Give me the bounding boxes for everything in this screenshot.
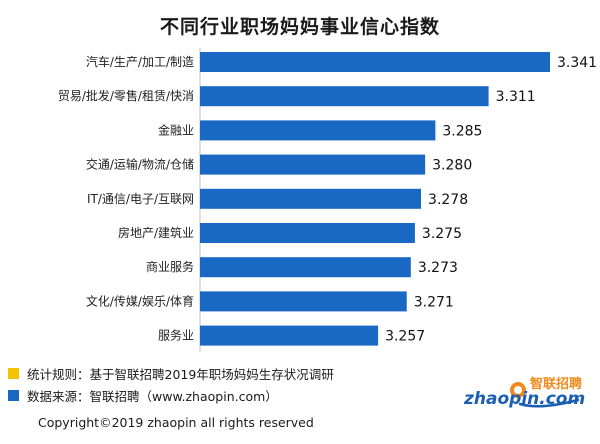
- bar-chart: 汽车/生产/加工/制造 3.341 贸易/批发/零售/租赁/快消 3.311 金融业 3.…: [58, 48, 597, 352]
- category-label: 交通/运输/物流/仓储: [86, 157, 194, 172]
- category-label: 服务业: [158, 328, 194, 343]
- zhaopin-logo: 智联招聘 zhaopin.com: [463, 376, 585, 409]
- category-label: 房地产/建筑业: [118, 225, 194, 240]
- yellow-square-icon: [8, 367, 19, 379]
- category-label: 文化/传媒/娱乐/体育: [86, 293, 194, 308]
- bar: [200, 325, 379, 346]
- value-label: 3.311: [496, 89, 536, 105]
- value-label: 3.273: [418, 260, 458, 276]
- svg-text:智联招聘: 智联招聘: [530, 376, 582, 392]
- category-label: 商业服务: [146, 259, 194, 274]
- bar: [200, 291, 407, 312]
- value-label: 3.275: [422, 226, 462, 242]
- logo-swoosh-icon: [510, 382, 580, 408]
- blue-square-icon: [8, 389, 19, 401]
- value-label: 3.341: [557, 55, 597, 71]
- bar: [200, 52, 550, 72]
- note-source-text: 数据来源：智联招聘（www.zhaopin.com）: [27, 388, 278, 404]
- value-label: 3.271: [414, 294, 454, 310]
- copyright-text: Copyright©2019 zhaopin all rights reserv…: [38, 415, 314, 430]
- bar: [200, 154, 426, 175]
- category-label: 贸易/批发/零售/租赁/快消: [58, 88, 194, 103]
- value-label: 3.280: [432, 158, 472, 174]
- category-label: 汽车/生产/加工/制造: [86, 54, 194, 69]
- note-source: 数据来源：智联招聘（www.zhaopin.com）: [8, 384, 334, 406]
- bar: [200, 223, 415, 243]
- note-rule: 统计规则：基于智联招聘2019年职场妈妈生存状况调研: [8, 362, 334, 384]
- bar: [200, 188, 422, 209]
- bar: [200, 86, 489, 107]
- svg-text:zhaopin.com: zhaopin.com: [463, 389, 585, 409]
- value-label: 3.278: [428, 192, 468, 208]
- category-label: 金融业: [158, 122, 194, 137]
- value-label: 3.285: [442, 123, 482, 139]
- chart-title: 不同行业职场妈妈事业信心指数: [159, 16, 440, 38]
- bar: [200, 120, 436, 141]
- bar: [200, 257, 411, 278]
- value-label: 3.257: [385, 329, 425, 345]
- category-label: IT/通信/电子/互联网: [87, 192, 194, 206]
- note-rule-text: 统计规则：基于智联招聘2019年职场妈妈生存状况调研: [27, 366, 334, 382]
- chart-notes: 统计规则：基于智联招聘2019年职场妈妈生存状况调研 数据来源：智联招聘（www…: [8, 362, 334, 406]
